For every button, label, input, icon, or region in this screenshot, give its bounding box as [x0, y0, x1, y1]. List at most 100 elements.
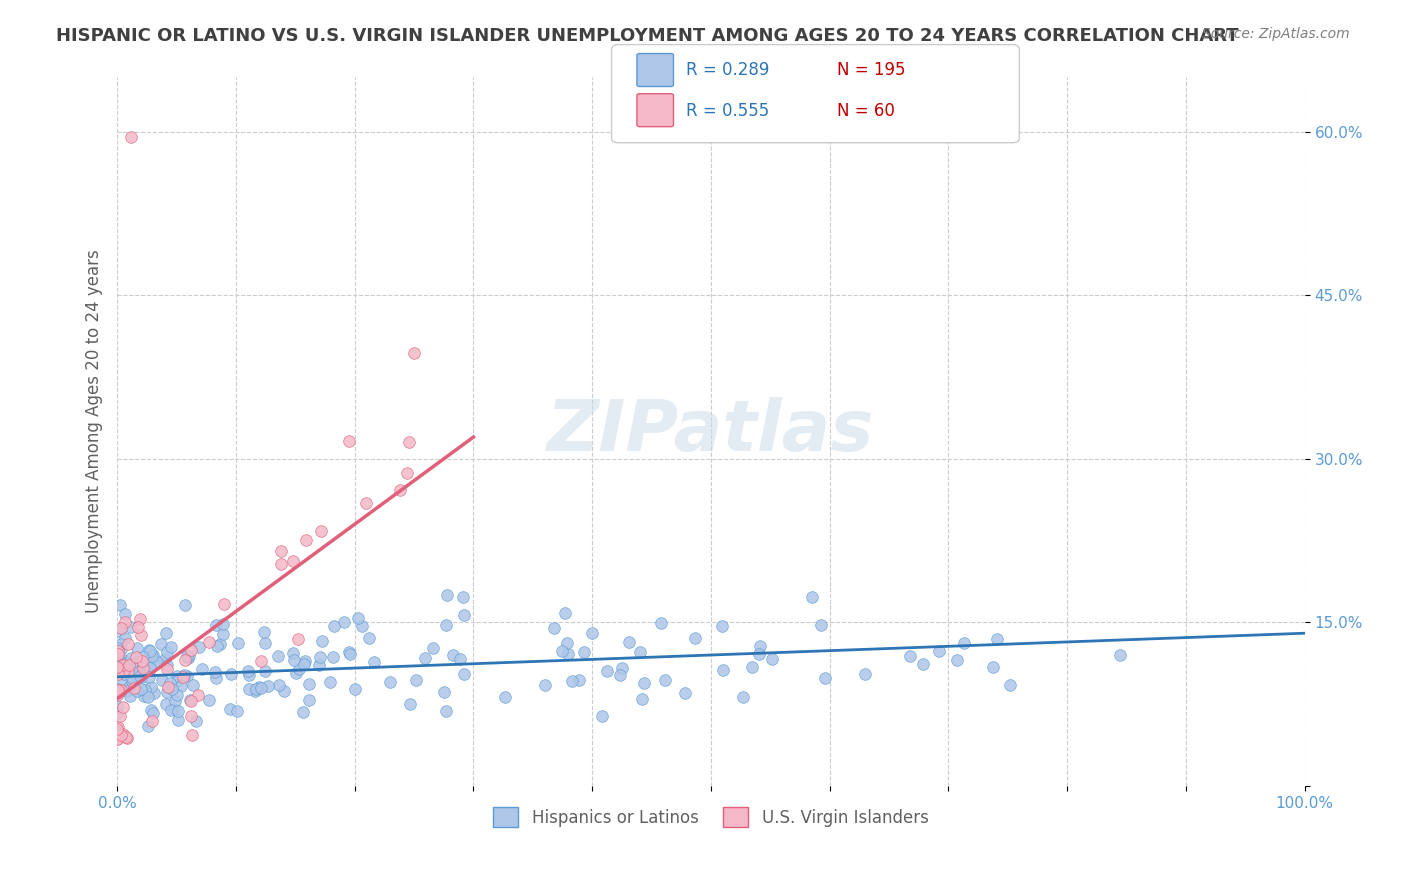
Point — [107, 666, 129, 681]
Point — [283, 653, 305, 667]
Point — [254, 664, 277, 678]
Point — [633, 675, 655, 690]
Text: R = 0.289: R = 0.289 — [686, 62, 769, 79]
Point — [205, 640, 228, 654]
Point — [115, 731, 138, 746]
Point — [120, 678, 142, 692]
Point — [155, 698, 177, 712]
Point — [212, 617, 235, 632]
Point — [267, 678, 290, 692]
Point — [434, 618, 457, 632]
Point — [273, 684, 295, 698]
Point — [149, 637, 172, 651]
Point — [121, 665, 143, 680]
Point — [108, 665, 131, 679]
Point — [225, 704, 247, 718]
Point — [141, 703, 163, 717]
Point — [628, 644, 651, 658]
Point — [761, 651, 783, 665]
Point — [311, 633, 333, 648]
Point — [494, 690, 516, 705]
Point — [105, 662, 128, 676]
Point — [107, 685, 129, 699]
Point — [108, 709, 131, 723]
Point — [143, 685, 166, 699]
Point — [129, 682, 152, 697]
Point — [285, 665, 308, 680]
Point — [121, 620, 143, 634]
Point — [281, 647, 304, 661]
Point — [853, 667, 876, 681]
Point — [139, 644, 162, 658]
Point — [357, 631, 380, 645]
Point — [683, 632, 706, 646]
Point — [226, 636, 249, 650]
Point — [110, 672, 132, 686]
Point — [333, 615, 356, 630]
Point — [344, 682, 367, 697]
Point — [208, 637, 231, 651]
Point — [110, 658, 132, 673]
Point — [287, 632, 309, 646]
Point — [204, 618, 226, 632]
Point — [245, 682, 267, 697]
Point — [110, 682, 132, 697]
Point — [398, 435, 420, 450]
Point — [981, 660, 1004, 674]
Point — [953, 636, 976, 650]
Point — [114, 664, 136, 678]
Text: Source: ZipAtlas.com: Source: ZipAtlas.com — [1202, 27, 1350, 41]
Point — [247, 680, 270, 694]
Point — [159, 675, 181, 690]
Point — [166, 688, 188, 702]
Point — [551, 644, 574, 658]
Point — [118, 657, 141, 672]
Point — [713, 663, 735, 677]
Point — [110, 727, 132, 741]
Point — [180, 709, 202, 723]
Legend: Hispanics or Latinos, U.S. Virgin Islanders: Hispanics or Latinos, U.S. Virgin Island… — [486, 800, 935, 834]
Point — [297, 693, 319, 707]
Point — [143, 657, 166, 672]
Point — [581, 625, 603, 640]
Text: N = 195: N = 195 — [837, 62, 905, 79]
Point — [156, 657, 179, 672]
Point — [243, 684, 266, 698]
Point — [617, 635, 640, 649]
Point — [270, 557, 292, 571]
Point — [121, 656, 143, 670]
Point — [114, 631, 136, 645]
Point — [1109, 648, 1132, 662]
Point — [898, 649, 921, 664]
Point — [134, 683, 156, 698]
Point — [176, 649, 198, 664]
Point — [554, 606, 576, 620]
Point — [141, 714, 163, 728]
Point — [124, 650, 146, 665]
Point — [436, 704, 458, 718]
Point — [107, 689, 129, 703]
Point — [211, 627, 233, 641]
Point — [294, 654, 316, 668]
Point — [711, 619, 734, 633]
Point — [561, 673, 583, 688]
Point — [810, 618, 832, 632]
Point — [309, 524, 332, 539]
Point — [238, 681, 260, 696]
Point — [436, 588, 458, 602]
Point — [413, 651, 436, 665]
Point — [319, 674, 342, 689]
Point — [107, 685, 129, 699]
Point — [160, 640, 183, 654]
Point — [132, 650, 155, 665]
Point — [105, 722, 128, 736]
Point — [337, 434, 360, 448]
Point — [138, 719, 160, 733]
Point — [141, 649, 163, 664]
Point — [813, 671, 835, 685]
Point — [174, 653, 197, 667]
Point — [146, 656, 169, 670]
Point — [156, 685, 179, 699]
Point — [166, 674, 188, 689]
Point — [292, 657, 315, 672]
